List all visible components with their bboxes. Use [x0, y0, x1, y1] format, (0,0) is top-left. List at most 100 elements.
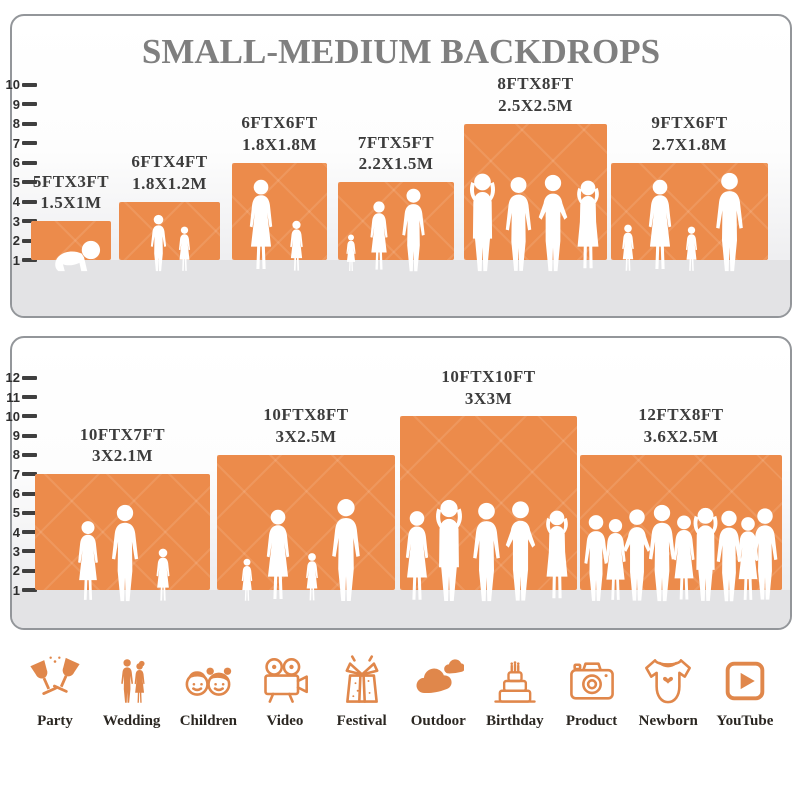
backdrop-size-label: 10FTX7FT 3X2.1M — [79, 424, 166, 466]
children-faces-icon — [185, 667, 232, 696]
backdrop-size-label: 6FTX6FT 1.8X1.8M — [241, 113, 318, 154]
category-youtube: YouTube — [708, 654, 782, 730]
ruler-tick-4: 4 — [0, 194, 37, 209]
ruler-tick-dash — [22, 238, 37, 243]
category-children: Children — [171, 654, 245, 730]
ruler-tick-7: 7 — [0, 466, 37, 482]
ruler-tick-dash — [22, 491, 37, 496]
people-silhouettes — [584, 504, 778, 602]
ruler-tick-dash — [22, 433, 37, 438]
ruler-tick-number: 8 — [12, 447, 20, 463]
floor-strip — [12, 260, 790, 316]
ruler-tick-10: 10 — [0, 408, 37, 424]
ruler-tick-11: 11 — [0, 389, 37, 405]
people-silhouettes — [150, 214, 191, 272]
ruler-tick-3: 3 — [0, 544, 37, 559]
ruler-tick-6: 6 — [0, 486, 37, 501]
people-silhouettes — [78, 504, 170, 602]
small-backdrops-panel: SMALL-MEDIUM BACKDROPS 1 2 3 4 5 6 7 8 9 10 5FTX3… — [6, 14, 792, 318]
ruler-small-panel: 1 2 3 4 5 6 7 8 9 10 — [0, 16, 42, 316]
ruler-tick-dash — [22, 549, 37, 554]
photo-camera-icon — [569, 662, 614, 700]
ruler-tick-7: 7 — [0, 135, 37, 151]
backdrop-size-label: 12FTX8FT 3.6X2.5M — [638, 405, 724, 447]
people-silhouettes — [346, 188, 425, 272]
people-silhouettes — [249, 179, 303, 271]
ruler-tick-dash — [22, 472, 37, 477]
ruler-tick-number: 4 — [12, 194, 20, 209]
ruler-tick-number: 7 — [12, 466, 20, 482]
backdrop-canvas — [232, 162, 327, 260]
ruler-tick-dash — [22, 102, 37, 106]
ruler-tick-3: 3 — [0, 214, 37, 229]
people-silhouettes — [55, 240, 101, 272]
ruler-tick-dash — [22, 199, 37, 204]
backdrop-size-label: 7FTX5FT 2.2X1.5M — [357, 132, 435, 174]
category-label: Product — [565, 713, 618, 729]
ruler-tick-dash — [22, 219, 37, 223]
ruler-tick-5: 5 — [0, 505, 37, 521]
ruler-tick-dash — [22, 180, 37, 184]
people-silhouettes — [405, 499, 568, 602]
ruler-tick-number: 11 — [6, 389, 20, 405]
ruler-tick-12: 12 — [0, 370, 37, 386]
category-party: Party — [18, 654, 92, 730]
category-newborn: Newborn — [631, 654, 705, 730]
ruler-tick-2: 2 — [0, 233, 37, 248]
ruler-tick-dash — [22, 141, 37, 145]
page-title: SMALL-MEDIUM BACKDROPS — [141, 32, 661, 71]
category-label: Party — [37, 713, 73, 729]
backdrop-size-label: 10FTX10FT 3X3M — [441, 366, 536, 408]
people-silhouettes — [469, 173, 599, 272]
ruler-tick-number: 7 — [12, 135, 20, 151]
ruler-tick-number: 12 — [5, 370, 20, 386]
category-label: Children — [179, 713, 237, 729]
backdrop-canvas — [611, 162, 768, 260]
category-label: Wedding — [102, 713, 161, 729]
category-label: Outdoor — [410, 713, 466, 729]
backdrop-size-label: 10FTX8FT 3X2.5M — [263, 405, 349, 447]
ruler-tick-2: 2 — [0, 563, 37, 578]
ruler-tick-dash — [22, 160, 37, 165]
category-label: Birthday — [486, 713, 544, 729]
ruler-tick-number: 4 — [12, 524, 20, 540]
ruler-tick-number: 9 — [12, 96, 20, 112]
ruler-tick-number: 5 — [12, 505, 20, 521]
backdrop-size-label: 5FTX3FT 1.5X1M — [32, 171, 110, 213]
category-label: YouTube — [716, 713, 774, 729]
ruler-tick-number: 8 — [12, 116, 20, 131]
ruler-tick-dash — [22, 414, 37, 419]
people-silhouettes — [241, 499, 360, 601]
ruler-tick-number: 10 — [5, 408, 20, 424]
gift-box-icon — [345, 655, 379, 703]
category-video: Video — [248, 654, 322, 730]
backdrop-canvas — [119, 201, 220, 260]
ruler-tick-9: 9 — [0, 96, 37, 112]
baby-onesie-icon — [645, 659, 692, 704]
ruler-medium-panel: 1 2 3 4 5 6 7 8 9 10 11 12 — [0, 338, 42, 628]
ruler-tick-number: 1 — [12, 252, 20, 268]
ruler-tick-dash — [22, 375, 37, 380]
category-label: Festival — [336, 713, 387, 729]
ruler-tick-dash — [22, 395, 37, 399]
ruler-tick-dash — [22, 258, 37, 262]
play-button-icon — [725, 661, 765, 701]
backdrop-canvas — [338, 182, 454, 260]
ruler-tick-number: 9 — [12, 428, 20, 444]
clouds-icon — [416, 659, 465, 694]
party-glasses-icon — [30, 656, 80, 695]
category-outdoor: Outdoor — [401, 654, 475, 730]
ruler-tick-dash — [22, 530, 37, 535]
ruler-tick-9: 9 — [0, 428, 37, 444]
ruler-tick-1: 1 — [0, 252, 37, 268]
category-festival: Festival — [325, 654, 399, 730]
ruler-tick-number: 2 — [12, 233, 20, 248]
wedding-couple-icon — [120, 659, 145, 703]
ruler-tick-number: 5 — [12, 174, 20, 190]
backdrop-size-label: 6FTX4FT 1.8X1.2M — [131, 152, 208, 193]
category-label: Video — [266, 713, 304, 729]
ruler-tick-8: 8 — [0, 116, 37, 131]
backdrop-size-label: 9FTX6FT 2.7X1.8M — [651, 113, 728, 154]
ruler-tick-dash — [22, 568, 37, 573]
ruler-tick-dash — [22, 510, 37, 515]
